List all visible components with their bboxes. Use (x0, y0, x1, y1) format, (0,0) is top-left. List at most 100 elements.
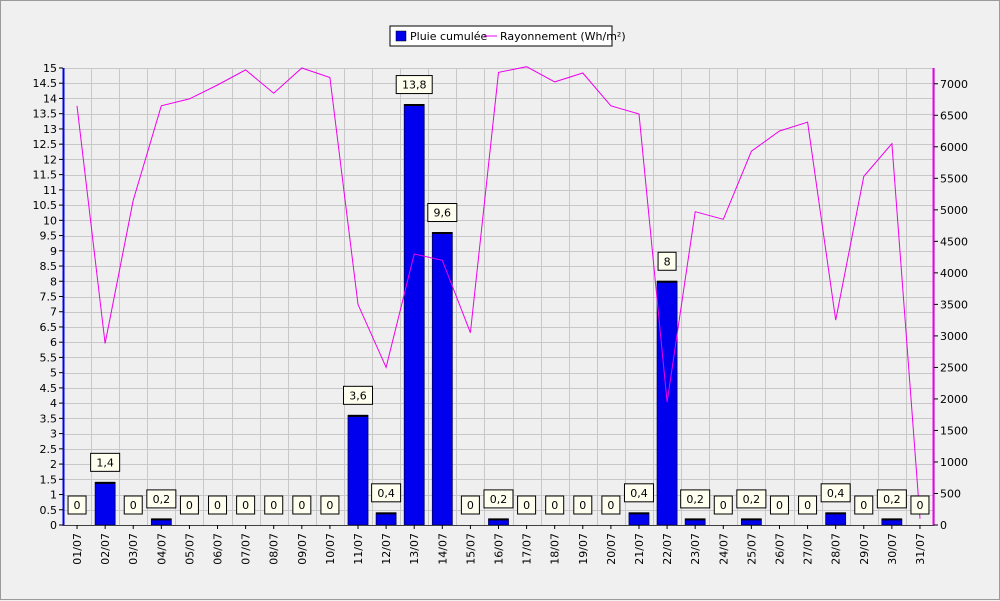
legend-box (389, 25, 613, 47)
tick-label-left: 4.5 (40, 382, 58, 395)
bar-rain-11/07 (347, 414, 369, 526)
data-label-box (820, 483, 851, 503)
data-label: 8 (664, 255, 671, 268)
tick-label-x: 15/07 (464, 533, 477, 565)
tick-label-left: 11 (43, 184, 57, 197)
tick-label-x: 05/07 (183, 533, 196, 565)
data-label-box (123, 495, 143, 515)
data-label-box (798, 495, 818, 515)
plot-background (63, 68, 934, 525)
tick-label-x: 18/07 (549, 533, 562, 565)
line-radiation (76, 66, 921, 519)
data-label: 0,2 (743, 493, 761, 506)
tick-label-left: 6 (50, 336, 57, 349)
data-label-box (876, 489, 907, 509)
tick-label-left: 3 (50, 428, 57, 441)
tick-label-x: 14/07 (436, 533, 449, 565)
tick-label-right: 1500 (940, 424, 968, 437)
data-label-box (146, 489, 177, 509)
data-label: 0 (186, 499, 193, 512)
bar-rain-02/07 (94, 481, 116, 526)
data-label: 0 (214, 499, 221, 512)
tick-label-right: 3000 (940, 330, 968, 343)
tick-label-left: 8 (50, 275, 57, 288)
plot-area (63, 68, 934, 525)
data-label-box (460, 495, 480, 515)
tick-label-x: 20/07 (605, 533, 618, 565)
data-label: 0,2 (153, 493, 171, 506)
data-label-box (854, 495, 874, 515)
tick-label-x: 26/07 (773, 533, 786, 565)
tick-label-right: 500 (940, 487, 961, 500)
tick-label-right: 7000 (940, 78, 968, 91)
tick-label-left: 10 (43, 214, 57, 227)
data-label: 0 (130, 499, 137, 512)
tick-label-left: 6.5 (40, 321, 58, 334)
tick-label-x: 22/07 (661, 533, 674, 565)
data-label-box (371, 483, 402, 503)
data-label: 0 (242, 499, 249, 512)
tick-label-x: 13/07 (408, 533, 421, 565)
tick-label-right: 2000 (940, 393, 968, 406)
tick-label-left: 15 (43, 62, 57, 75)
data-label-box (769, 495, 789, 515)
tick-label-left: 11.5 (33, 169, 58, 182)
data-label-box (90, 452, 121, 472)
bar-rain-14/07 (431, 232, 453, 526)
data-label-box (517, 495, 537, 515)
data-label-box (657, 251, 677, 271)
data-label-box (236, 495, 256, 515)
tick-label-right: 5500 (940, 172, 968, 185)
tick-label-right: 0 (940, 519, 947, 532)
tick-label-right: 5000 (940, 204, 968, 217)
tick-label-left: 5.5 (40, 351, 58, 364)
data-label: 0,2 (686, 493, 704, 506)
tick-label-left: 0.5 (40, 504, 58, 517)
tick-label-x: 11/07 (352, 533, 365, 565)
bar-rain-22/07 (656, 280, 678, 526)
tick-label-left: 12.5 (33, 138, 58, 151)
tick-label-left: 1.5 (40, 473, 58, 486)
tick-label-x: 07/07 (240, 533, 253, 565)
tick-label-x: 01/07 (71, 533, 84, 565)
tick-label-x: 30/07 (886, 533, 899, 565)
data-label: 0 (326, 499, 333, 512)
tick-label-right: 4000 (940, 267, 968, 280)
tick-label-x: 09/07 (296, 533, 309, 565)
data-label: 0 (776, 499, 783, 512)
tick-label-right: 3500 (940, 298, 968, 311)
bar-rain-28/07 (825, 512, 847, 526)
tick-label-left: 9 (50, 245, 57, 258)
data-label: 0 (916, 499, 923, 512)
data-label-box (680, 489, 711, 509)
tick-label-left: 14 (43, 92, 57, 105)
legend-label-radiation: Rayonnement (Wh/m²) (500, 30, 626, 43)
tick-label-x: 23/07 (689, 533, 702, 565)
bar-rain-21/07 (628, 512, 650, 526)
legend-swatch-rain (395, 30, 407, 42)
data-label: 1,4 (96, 456, 114, 469)
tick-label-left: 7 (50, 306, 57, 319)
data-label-box (483, 489, 514, 509)
tick-label-left: 2.5 (40, 443, 58, 456)
tick-label-left: 1 (50, 489, 57, 502)
tick-label-left: 7.5 (40, 291, 58, 304)
data-label: 0,4 (827, 487, 845, 500)
data-label-box (601, 495, 621, 515)
data-label: 0 (607, 499, 614, 512)
tick-label-left: 4 (50, 397, 57, 410)
tick-label-x: 03/07 (127, 533, 140, 565)
tick-label-left: 14.5 (33, 77, 58, 90)
tick-label-right: 4500 (940, 235, 968, 248)
data-label-box (623, 483, 654, 503)
tick-label-left: 5 (50, 367, 57, 380)
tick-label-x: 17/07 (521, 533, 534, 565)
tick-label-x: 28/07 (830, 533, 843, 565)
legend: Pluie cumulée Rayonnement (Wh/m²) (389, 25, 626, 47)
axes: 00.511.522.533.544.555.566.577.588.599.5… (33, 62, 969, 565)
data-label-box (713, 495, 733, 515)
data-label: 0 (298, 499, 305, 512)
tick-label-right: 6000 (940, 141, 968, 154)
